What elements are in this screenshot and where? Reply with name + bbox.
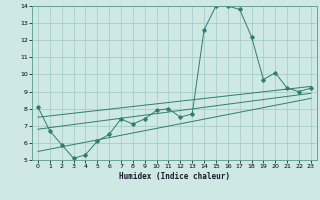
X-axis label: Humidex (Indice chaleur): Humidex (Indice chaleur) bbox=[119, 172, 230, 181]
